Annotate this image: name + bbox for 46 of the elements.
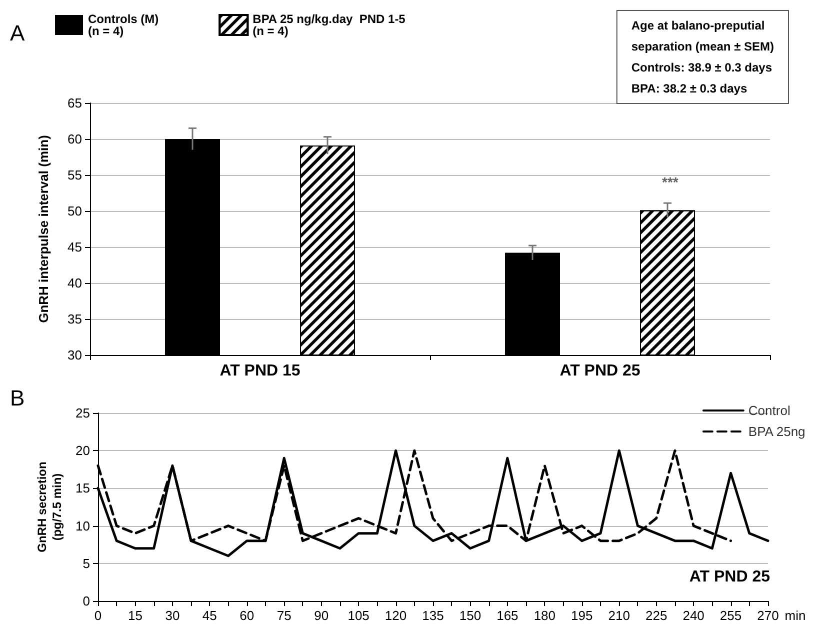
chart-title: B (10, 386, 25, 410)
x-tick-label: AT PND 15 (220, 362, 300, 380)
y-tick-label: 30 (68, 348, 82, 362)
x-tick-label: 180 (534, 608, 556, 623)
legend-label: BPA 25 ng/kg.day PND 1-5 (n = 4) (252, 12, 406, 38)
x-tick-label: 15 (128, 608, 142, 623)
x-tick-label: 255 (720, 608, 742, 623)
y-tick-label: 40 (68, 276, 82, 290)
legend-label: BPA 25ng (748, 424, 806, 439)
legend-label: Control (748, 403, 790, 418)
y-axis-title: GnRH interpulse interval (min) (36, 135, 51, 323)
y-tick-label: 0 (82, 594, 90, 608)
x-tick-label: 225 (645, 608, 668, 623)
x-tick-label: 165 (496, 608, 518, 623)
x-tick-label: 30 (165, 608, 180, 623)
annotation: *** (662, 174, 679, 190)
y-tick-label: 60 (68, 132, 82, 146)
x-tick-label: 45 (202, 608, 217, 623)
x-tick-label: 90 (314, 608, 329, 623)
y-tick-label: 10 (76, 518, 90, 534)
y-tick-label: 15 (76, 480, 90, 496)
x-tick-label: 240 (682, 608, 704, 623)
x-tick-label: 210 (608, 608, 630, 623)
x-tick-label: 75 (276, 608, 292, 623)
x-tick-label: 0 (94, 608, 102, 623)
x-tick-label: 105 (348, 608, 370, 623)
x-tick-label: 270 (757, 608, 779, 623)
x-tick-label: 150 (459, 608, 482, 623)
y-tick-label: 65 (68, 96, 82, 110)
y-axis-title: GnRH secretion (pg/7.5 min) (35, 462, 64, 552)
y-tick-label: 20 (76, 443, 90, 458)
y-tick-label: 50 (68, 204, 82, 218)
y-tick-label: 25 (76, 406, 90, 420)
x-axis-title: min (784, 608, 806, 623)
x-tick-label: 135 (422, 608, 444, 623)
chart-title: A (10, 20, 25, 46)
x-tick-label: 60 (240, 608, 254, 623)
y-tick-label: 55 (68, 168, 82, 182)
y-tick-label: 35 (68, 312, 82, 326)
annotation: AT PND 25 (689, 568, 770, 586)
y-tick-label: 45 (68, 240, 82, 254)
x-tick-label: 120 (384, 608, 407, 623)
y-tick-label: 5 (82, 556, 90, 571)
x-tick-label: 195 (571, 608, 593, 623)
legend-label: Controls (M) (n = 4) (88, 12, 159, 38)
text: Age at balano-preputial separation (mean ± SEM) Controls: 38.9 ± 0.3 days BPA: 38.2 ± 0.3 days (631, 18, 774, 96)
